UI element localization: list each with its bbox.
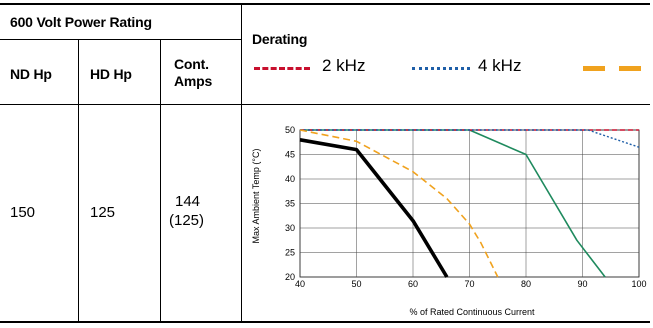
col-divider-2 (160, 39, 161, 322)
col-divider-1 (78, 39, 79, 322)
legend-label-2khz: 2 kHz (322, 56, 366, 75)
col-header-cont-amps: Cont. Amps (174, 56, 213, 89)
legend-swatch-2khz (254, 67, 310, 70)
series-line-solid-thick (299, 138, 449, 278)
header-bottom-rule (0, 104, 650, 105)
y-tick-label: 45 (285, 150, 295, 160)
cell-amps-line2: (125) (169, 212, 205, 229)
y-tick-label: 30 (285, 223, 295, 233)
rating-header: 600 Volt Power Rating (10, 14, 152, 30)
chart-ticks: 40 50 60 70 80 90 100 20 25 30 35 40 45 50 (285, 125, 647, 289)
legend-label-4khz: 4 kHz (478, 56, 522, 75)
top-rule (0, 3, 650, 5)
derating-header: Derating (252, 31, 308, 47)
y-tick-label: 20 (285, 272, 295, 282)
derating-chart: 40 50 60 70 80 90 100 20 25 30 35 40 45 50 % of Rated… (251, 125, 647, 317)
cell-nd-hp: 150 (10, 204, 36, 221)
legend-swatch-4khz (412, 67, 470, 70)
header-divider-left (0, 39, 242, 40)
cell-amps-line1: 144 (175, 193, 201, 210)
bottom-rule (0, 321, 650, 323)
x-tick-label: 100 (631, 279, 646, 289)
x-tick-label: 80 (521, 279, 531, 289)
x-tick-label: 50 (351, 279, 361, 289)
cell-hd-hp: 125 (90, 204, 116, 221)
x-axis-label: % of Rated Continuous Current (409, 307, 535, 317)
series-line-dashed-wide (299, 129, 499, 278)
x-tick-label: 60 (408, 279, 418, 289)
col-divider-3 (241, 4, 242, 322)
y-tick-label: 50 (285, 125, 295, 135)
x-tick-label: 40 (295, 279, 305, 289)
series-line-4-khz (300, 129, 640, 148)
y-tick-label: 25 (285, 248, 295, 258)
col-header-hd-hp: HD Hp (90, 66, 132, 82)
legend-swatch-8khz (583, 66, 650, 71)
y-tick-label: 35 (285, 199, 295, 209)
chart-grid (299, 129, 640, 278)
y-tick-label: 40 (285, 174, 295, 184)
x-tick-label: 70 (464, 279, 474, 289)
x-tick-label: 90 (577, 279, 587, 289)
chart-series (299, 129, 640, 278)
y-axis-label: Max Ambient Temp (°C) (251, 149, 261, 244)
col-header-nd-hp: ND Hp (10, 66, 52, 82)
